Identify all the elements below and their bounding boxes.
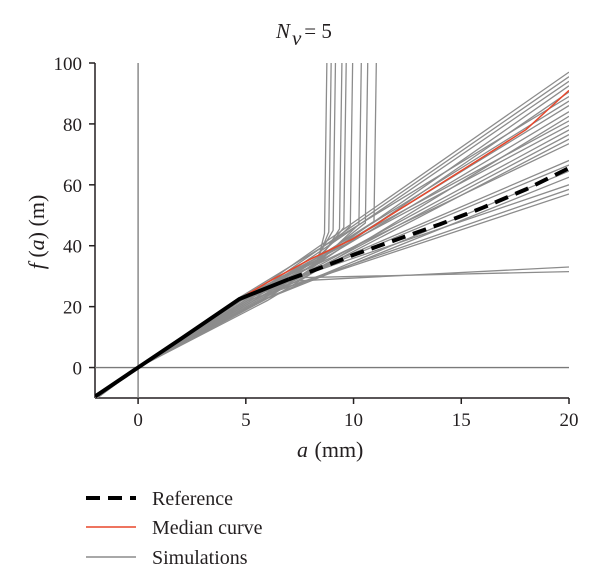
reference-line-dashed	[288, 166, 569, 282]
x-axis-label: a (mm)	[297, 437, 363, 462]
chart-title: N v = 5	[275, 19, 332, 50]
x-tick-label: 0	[133, 410, 143, 431]
y-tick-label: 40	[63, 237, 82, 258]
simulation-line	[95, 188, 569, 398]
legend-label: Reference	[152, 488, 233, 510]
reference-line-solid	[95, 277, 290, 398]
simulation-line	[95, 266, 569, 398]
x-ticks: 0 5 10 15 20	[133, 398, 579, 431]
y-tick-label: 80	[63, 115, 82, 136]
simulation-line	[95, 105, 569, 398]
simulation-line	[95, 63, 377, 398]
simulation-line	[95, 63, 337, 398]
title-subscript: v	[292, 26, 302, 50]
simulation-line	[95, 63, 369, 398]
y-ticks: 0 20 40 60 80 100	[54, 54, 95, 380]
y-axis-label: f (a) (m)	[24, 195, 49, 270]
y-tick-label: 0	[73, 359, 83, 380]
simulation-line	[95, 63, 343, 398]
simulation-line	[95, 63, 328, 398]
simulation-line	[95, 63, 347, 398]
simulation-line	[95, 159, 569, 396]
y-tick-label: 20	[63, 298, 82, 319]
main-series-lines	[95, 89, 569, 398]
title-rest: = 5	[299, 19, 332, 43]
x-tick-label: 5	[241, 410, 251, 431]
simulation-line	[95, 63, 354, 398]
plot-frame	[94, 63, 569, 399]
simulation-line	[95, 63, 332, 398]
simulation-line	[95, 63, 362, 398]
x-label-italic: a	[297, 437, 308, 462]
x-tick-label: 15	[452, 410, 471, 431]
x-tick-label: 10	[344, 410, 363, 431]
y-label: f (a) (m)	[24, 195, 49, 270]
legend-label: Median curve	[152, 517, 263, 539]
simulation-line	[95, 115, 569, 398]
x-label-rest: (mm)	[309, 437, 363, 462]
legend: Reference Median curve Simulations	[86, 488, 263, 569]
legend-label: Simulations	[152, 547, 248, 569]
simulation-line	[95, 184, 569, 396]
y-tick-label: 60	[63, 176, 82, 197]
simulation-line	[95, 270, 569, 398]
simulation-line	[95, 176, 569, 398]
x-tick-label: 20	[560, 410, 579, 431]
y-tick-label: 100	[54, 54, 83, 75]
simulation-line	[95, 120, 569, 398]
title-main: N	[275, 19, 291, 43]
